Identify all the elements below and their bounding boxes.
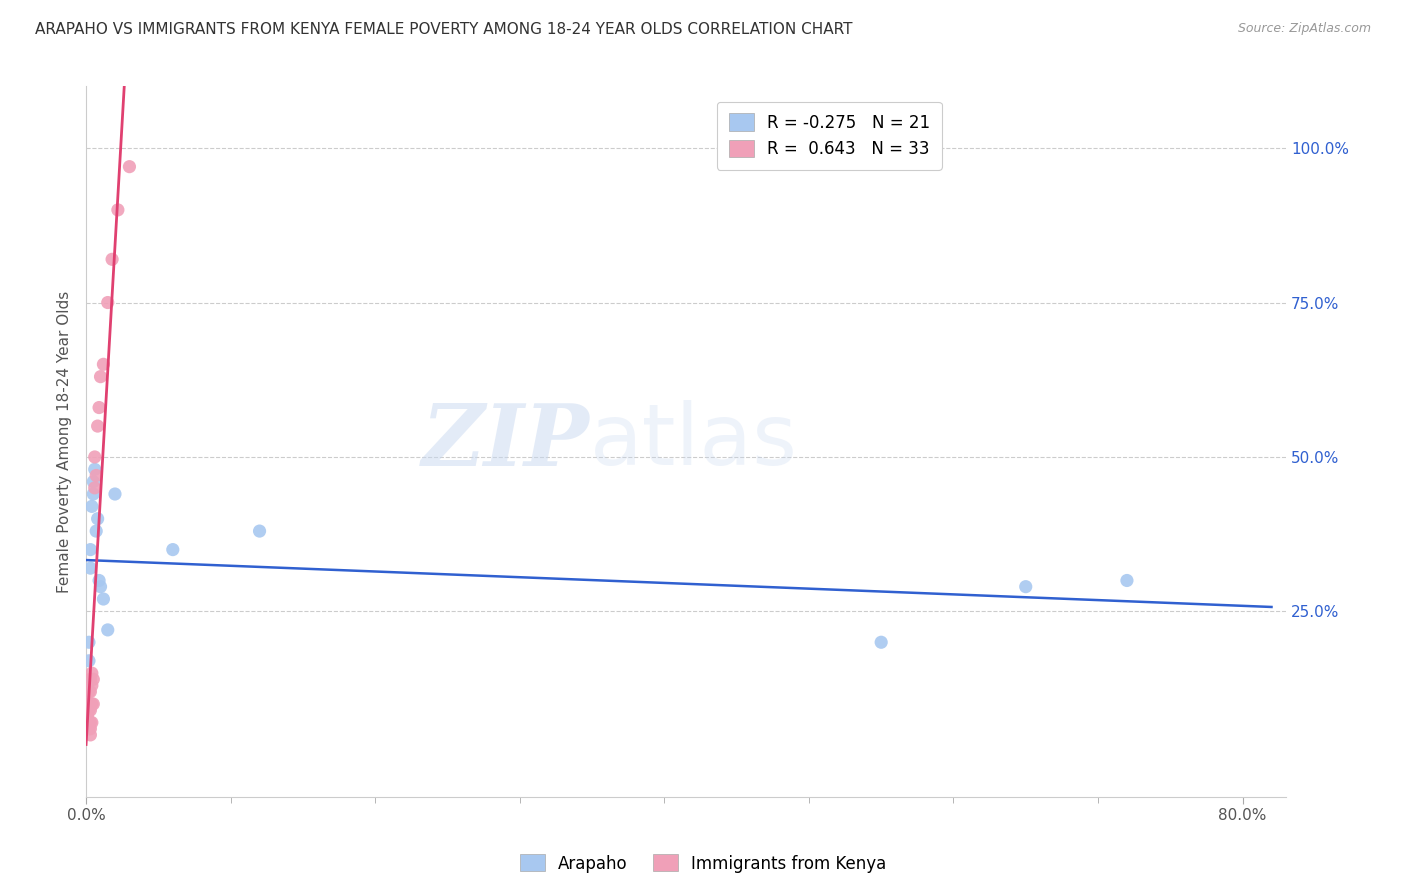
Point (79, 715, 101, 730)
Point (86, 512, 108, 526)
Point (97, 295, 120, 310)
Point (83, 481, 105, 495)
Text: Source: ZipAtlas.com: Source: ZipAtlas.com (1237, 22, 1371, 36)
Point (1116, 574, 1139, 588)
Point (83, 450, 105, 464)
Point (79, 728, 101, 742)
Point (80, 500, 103, 514)
Point (107, 202, 129, 217)
Point (77, 654, 100, 668)
Point (80, 678, 103, 692)
Point (79, 542, 101, 557)
Point (77, 715, 100, 730)
Point (80, 697, 103, 711)
Point (79, 684, 101, 698)
Point (84, 524, 107, 538)
Point (76, 678, 98, 692)
Point (76, 715, 98, 730)
Point (80, 666, 103, 681)
Point (82, 697, 104, 711)
Point (83, 462, 105, 476)
Point (86, 419, 108, 434)
Point (1015, 580, 1038, 594)
Point (82, 475, 104, 489)
Point (89, 369, 111, 384)
Point (82, 487, 104, 501)
Point (93, 592, 115, 607)
Point (77, 635, 100, 649)
Point (77, 697, 100, 711)
Y-axis label: Female Poverty Among 18-24 Year Olds: Female Poverty Among 18-24 Year Olds (58, 291, 72, 592)
Point (87, 574, 110, 588)
Point (97, 623, 120, 637)
Text: ZIP: ZIP (422, 400, 591, 483)
Point (79, 703, 101, 717)
Point (89, 580, 111, 594)
Point (84, 468, 107, 483)
Point (101, 252, 124, 267)
Point (76, 697, 98, 711)
Point (79, 722, 101, 736)
Point (76, 709, 98, 723)
Point (79, 673, 101, 687)
Point (118, 160, 141, 174)
Point (79, 697, 101, 711)
Point (80, 715, 103, 730)
Point (76, 703, 98, 717)
Text: ARAPAHO VS IMMIGRANTS FROM KENYA FEMALE POVERTY AMONG 18-24 YEAR OLDS CORRELATIO: ARAPAHO VS IMMIGRANTS FROM KENYA FEMALE … (35, 22, 852, 37)
Point (93, 357, 115, 371)
Point (162, 542, 184, 557)
Point (104, 487, 127, 501)
Legend: Arapaho, Immigrants from Kenya: Arapaho, Immigrants from Kenya (513, 847, 893, 880)
Point (82, 673, 104, 687)
Point (77, 703, 100, 717)
Point (77, 684, 100, 698)
Text: atlas: atlas (591, 400, 799, 483)
Point (77, 722, 100, 736)
Legend: R = -0.275   N = 21, R =  0.643   N = 33: R = -0.275 N = 21, R = 0.643 N = 33 (717, 102, 942, 169)
Point (79, 561, 101, 575)
Point (249, 524, 271, 538)
Point (870, 635, 893, 649)
Point (87, 401, 110, 415)
